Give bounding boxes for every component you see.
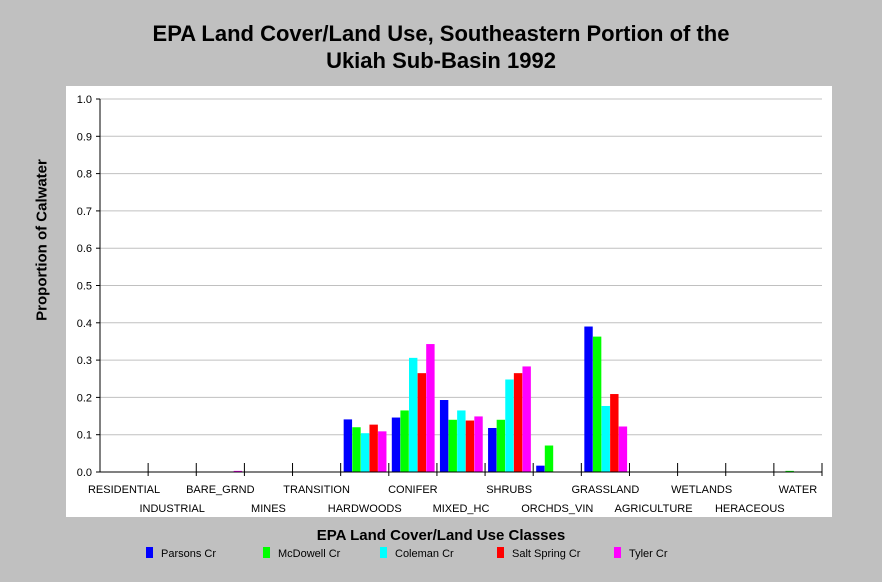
axes (96, 98, 823, 476)
y-axis-label: Proportion of Calwater (33, 159, 51, 321)
bar (505, 379, 514, 472)
legend-item: Coleman Cr (380, 547, 454, 560)
legend-label: McDowell Cr (278, 548, 341, 560)
legend-swatch (146, 547, 153, 558)
x-tick-label: MINES (251, 503, 286, 515)
bar (448, 419, 457, 472)
y-tick-label: 0.9 (77, 131, 92, 143)
x-tick-label: TRANSITION (283, 484, 350, 496)
bar (618, 426, 628, 472)
y-tick-label: 0.3 (77, 355, 92, 367)
legend-label: Salt Spring Cr (512, 548, 581, 560)
x-tick-label: WETLANDS (671, 484, 732, 496)
legend-label: Tyler Cr (629, 548, 668, 560)
y-tick-label: 0.5 (77, 281, 92, 293)
bar (465, 420, 475, 472)
legend-swatch (497, 547, 504, 558)
x-tick-label: SHRUBS (486, 484, 532, 496)
bar (417, 373, 426, 472)
chart-title-line-2: Ukiah Sub-Basin 1992 (326, 48, 556, 73)
bar (343, 419, 353, 472)
legend-label: Coleman Cr (395, 548, 454, 560)
x-tick-label: HERACEOUS (715, 503, 785, 515)
bar (352, 427, 361, 472)
bar (536, 465, 545, 472)
legend-swatch (263, 547, 270, 558)
x-tick-label: INDUSTRIAL (139, 503, 204, 515)
legend-item: Parsons Cr (146, 547, 216, 560)
bar (584, 326, 593, 472)
legend-label: Parsons Cr (161, 548, 217, 560)
bar (496, 419, 506, 472)
bar (426, 344, 435, 472)
x-tick-label: WATER (779, 484, 818, 496)
bar (601, 405, 610, 472)
bar (522, 366, 531, 472)
y-tick-label: 0.6 (77, 243, 92, 255)
y-tick-label: 0.1 (77, 430, 92, 442)
x-tick-label: BARE_GRND (186, 484, 255, 496)
bar (409, 357, 418, 472)
bar (378, 431, 387, 472)
legend-swatch (614, 547, 621, 558)
chart-title: EPA Land Cover/Land Use, Southeastern Po… (0, 20, 882, 74)
bar (610, 394, 619, 472)
bars (233, 326, 794, 472)
x-tick-label: AGRICULTURE (615, 503, 693, 515)
bar (488, 427, 497, 472)
x-tick-label: RESIDENTIAL (88, 484, 160, 496)
bar (592, 336, 602, 472)
y-tick-label: 0.2 (77, 392, 92, 404)
chart-title-line-1: EPA Land Cover/Land Use, Southeastern Po… (152, 21, 730, 46)
y-tick-labels: 0.0 0.1 0.2 0.3 0.4 0.5 0.6 0.7 0.8 0.9 1.0 (77, 94, 92, 479)
bar (360, 433, 370, 472)
y-tick-label: 0.0 (77, 467, 92, 479)
x-tick-label: HARDWOODS (328, 503, 402, 515)
bar (785, 470, 794, 472)
bar (544, 445, 554, 472)
legend-item: Salt Spring Cr (497, 547, 580, 560)
legend-item: McDowell Cr (263, 547, 340, 560)
x-tick-label: GRASSLAND (571, 484, 639, 496)
legend-item: Tyler Cr (614, 547, 668, 560)
bar (391, 417, 401, 472)
legend-swatch (380, 547, 387, 558)
bar (233, 470, 243, 472)
x-tick-label: MIXED_HC (433, 503, 490, 515)
bar (400, 410, 409, 472)
y-tick-label: 0.8 (77, 169, 92, 181)
x-axis-label: EPA Land Cover/Land Use Classes (316, 527, 566, 544)
y-tick-label: 0.4 (77, 318, 92, 330)
x-tick-label: CONIFER (388, 484, 438, 496)
bar (439, 400, 449, 472)
gridlines (100, 98, 822, 436)
bar (457, 410, 466, 472)
bar (513, 373, 523, 472)
x-tick-labels: RESIDENTIAL INDUSTRIAL BARE_GRND MINES TRANS… (88, 484, 817, 515)
y-tick-label: 1.0 (77, 94, 92, 106)
x-tick-label: ORCHDS_VIN (521, 503, 593, 515)
bar (474, 416, 483, 472)
y-tick-label: 0.7 (77, 206, 92, 218)
bar (369, 424, 378, 472)
